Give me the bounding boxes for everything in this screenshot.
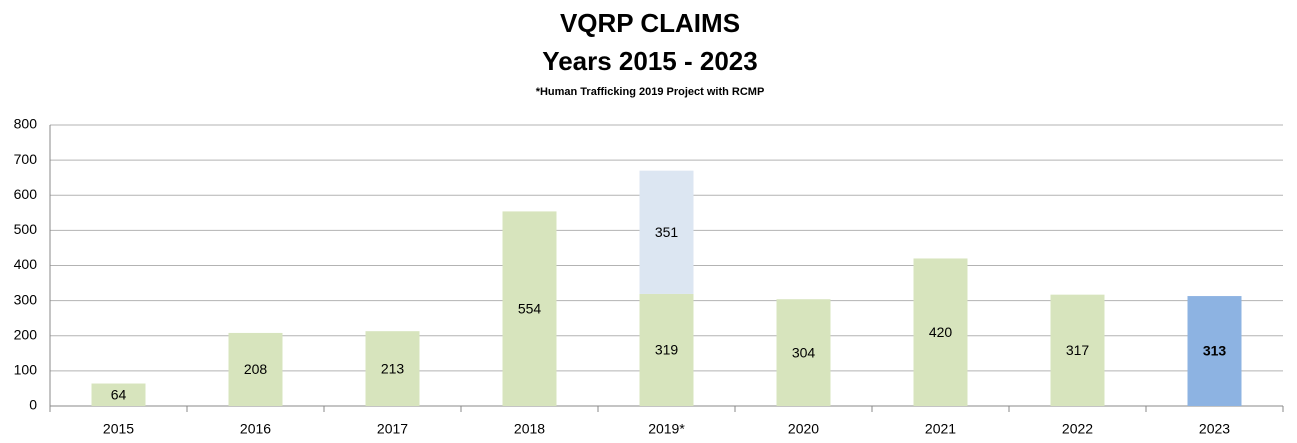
y-tick-label: 800 (14, 116, 38, 132)
value-label: 304 (792, 344, 816, 360)
x-tick-label: 2018 (514, 421, 545, 437)
y-tick-label: 500 (14, 221, 38, 237)
y-tick-label: 300 (14, 291, 38, 307)
x-tick-label: 2021 (925, 421, 956, 437)
value-label: 208 (244, 361, 268, 377)
y-tick-label: 200 (14, 326, 38, 342)
value-label: 554 (518, 300, 542, 316)
y-tick-label: 600 (14, 186, 38, 202)
value-label: 317 (1066, 342, 1090, 358)
x-tick-label: 2017 (377, 421, 408, 437)
bar (365, 331, 420, 406)
bar (1187, 296, 1242, 406)
y-tick-label: 400 (14, 256, 38, 272)
value-label: 64 (111, 386, 127, 402)
x-tick-label: 2020 (788, 421, 819, 437)
bar (228, 332, 283, 406)
x-tick-label: 2016 (240, 421, 271, 437)
value-label: 313 (1203, 343, 1227, 359)
bar (639, 293, 694, 406)
value-label: 351 (655, 224, 679, 240)
x-tick-label: 2015 (103, 421, 134, 437)
bar (776, 299, 831, 406)
bar (1050, 294, 1105, 406)
value-label: 319 (655, 342, 679, 358)
bar (502, 211, 557, 406)
chart-subtitle: Years 2015 - 2023 (542, 46, 757, 76)
bar (91, 383, 146, 406)
value-label: 213 (381, 360, 405, 376)
chart-note: *Human Trafficking 2019 Project with RCM… (536, 86, 765, 98)
y-tick-label: 700 (14, 151, 38, 167)
chart-title: VQRP CLAIMS (560, 8, 740, 38)
x-tick-label: 2022 (1062, 421, 1093, 437)
y-tick-label: 0 (29, 397, 37, 413)
value-label: 420 (929, 324, 953, 340)
bar (913, 258, 968, 406)
y-tick-label: 100 (14, 362, 38, 378)
x-tick-label: 2023 (1199, 421, 1230, 437)
x-tick-label: 2019* (648, 421, 685, 437)
bar (639, 170, 694, 294)
